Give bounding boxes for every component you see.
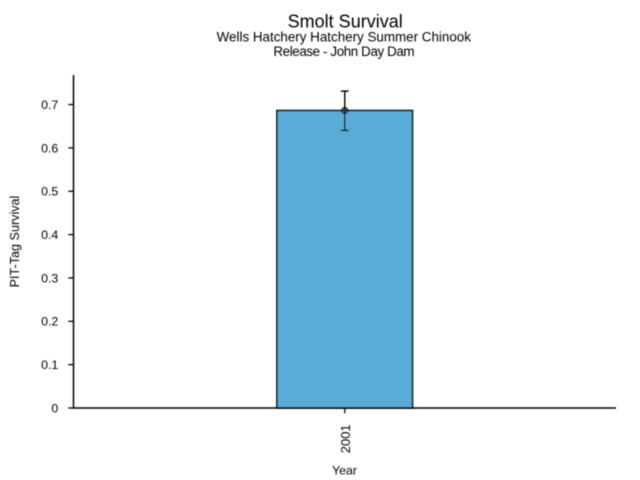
svg-text:0.6: 0.6 (41, 141, 58, 155)
svg-text:0.4: 0.4 (41, 228, 58, 242)
svg-text:0.3: 0.3 (41, 271, 58, 285)
svg-text:0.7: 0.7 (41, 98, 58, 112)
svg-text:Wells Hatchery Hatchery Summer: Wells Hatchery Hatchery Summer Chinook (217, 30, 472, 45)
svg-text:0.1: 0.1 (41, 358, 58, 372)
svg-text:0.2: 0.2 (41, 315, 58, 329)
svg-text:Year: Year (332, 464, 357, 478)
svg-text:Release - John Day Dam: Release - John Day Dam (273, 44, 414, 59)
svg-text:2001: 2001 (338, 424, 353, 453)
svg-text:0.5: 0.5 (41, 185, 58, 199)
svg-text:Smolt Survival: Smolt Survival (288, 12, 403, 32)
svg-text:PIT-Tag Survival: PIT-Tag Survival (8, 196, 22, 288)
svg-text:0: 0 (51, 401, 58, 415)
